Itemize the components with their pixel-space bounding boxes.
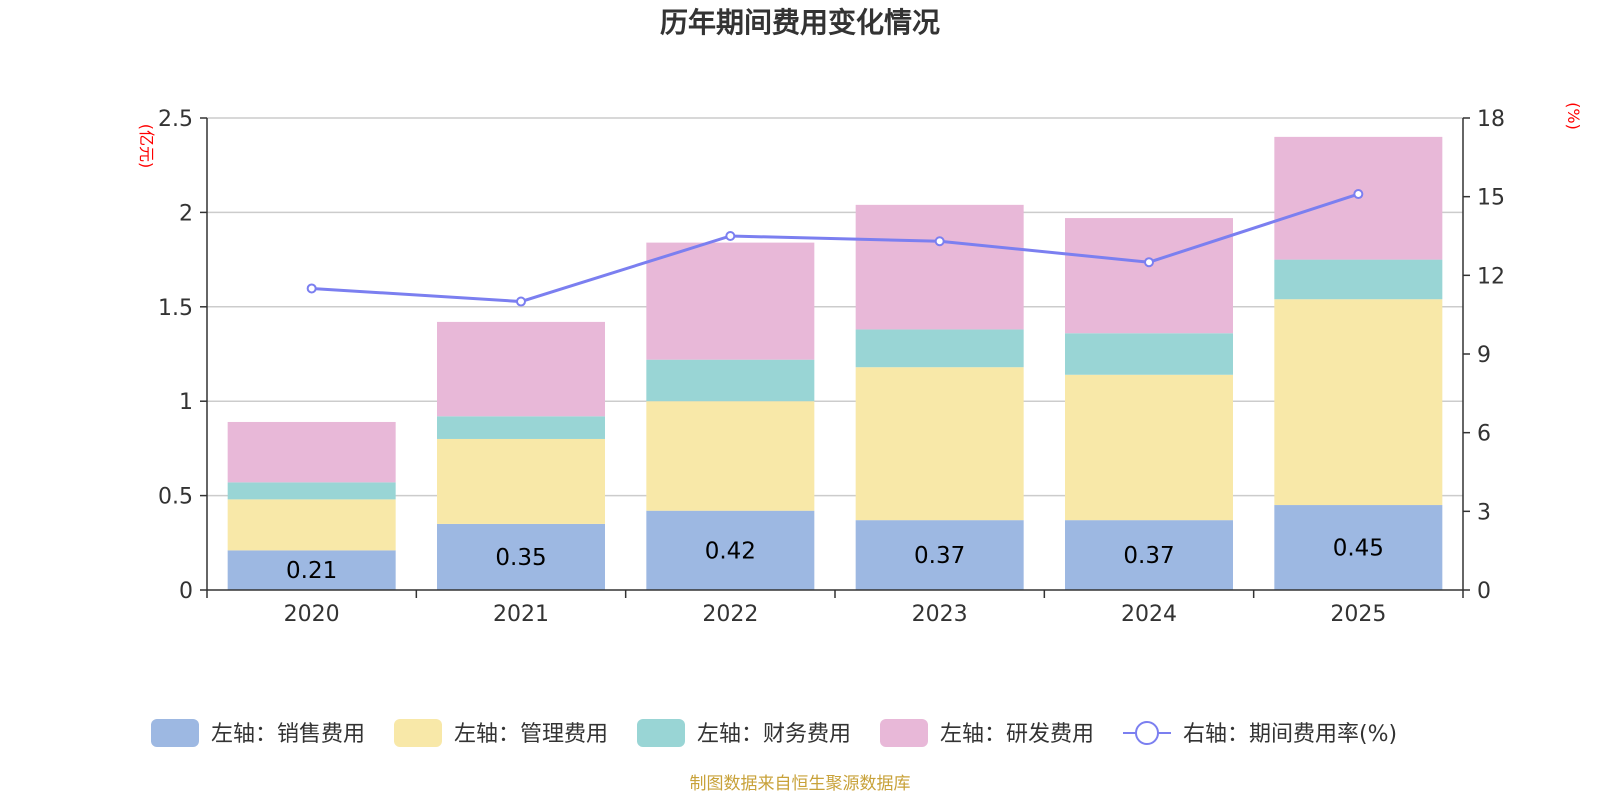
ratio-line-group — [306, 189, 1364, 307]
legend-label: 左轴：管理费用 — [454, 722, 608, 747]
bar-segment — [227, 550, 396, 590]
bar-value-label: 0.21 — [286, 558, 337, 584]
legend-line-marker — [1135, 721, 1159, 745]
legend: 左轴：销售费用 左轴：管理费用 左轴：财务费用 左轴：研发费用 右轴：期间费用率(%) — [151, 719, 1397, 747]
right-tick-label: 12 — [1477, 264, 1505, 289]
legend-swatch — [637, 719, 685, 747]
legend-label: 左轴：销售费用 — [211, 722, 365, 747]
right-tick-label: 6 — [1477, 422, 1491, 447]
bar-segment — [646, 510, 815, 590]
bar-segment — [1274, 299, 1443, 506]
legend-swatch — [394, 719, 442, 747]
right-tick-label: 9 — [1477, 343, 1491, 368]
bar-segment — [646, 359, 815, 402]
bar-segment — [437, 523, 605, 590]
left-tick-label: 1 — [179, 390, 193, 415]
ratio-point — [725, 231, 736, 241]
bars-group — [227, 136, 1443, 590]
right-tick-label: 15 — [1477, 186, 1505, 211]
ratio-line — [311, 192, 1359, 304]
bar-value-label: 0.37 — [914, 543, 965, 569]
bar-segment — [227, 482, 396, 500]
bar-segment — [1274, 505, 1443, 590]
left-tick-label: 2.5 — [158, 107, 193, 132]
legend-swatch — [151, 719, 199, 747]
bar-segment — [646, 401, 815, 511]
left-axis-unit: (亿元) — [137, 124, 156, 169]
x-tick-label: 2020 — [284, 602, 340, 627]
ratio-point — [1353, 189, 1364, 200]
x-tick-label: 2022 — [702, 602, 758, 627]
bar-segment — [1065, 333, 1233, 375]
left-tick-label: 0 — [179, 579, 193, 604]
legend-label: 左轴：财务费用 — [697, 722, 851, 747]
left-tick-label: 1.5 — [158, 296, 193, 321]
bar-value-label: 0.42 — [705, 538, 756, 564]
left-tick-label: 0.5 — [158, 485, 193, 510]
bar-segment — [437, 438, 605, 524]
bar-segment — [437, 416, 605, 439]
chart-title: 历年期间费用变化情况 — [660, 6, 940, 39]
bar-segment — [855, 367, 1024, 521]
bar-segment — [855, 204, 1024, 330]
axes-group: 0 0.5 1 1.5 2 2.5 0 3 6 9 12 15 18 2020 2021 2022 2023 20… — [158, 107, 1505, 627]
legend-swatch — [880, 719, 928, 747]
x-tick-label: 2021 — [493, 602, 549, 627]
x-tick-label: 2024 — [1121, 602, 1177, 627]
right-tick-label: 3 — [1477, 500, 1491, 525]
legend-label: 左轴：研发费用 — [940, 722, 1094, 747]
bar-segment — [855, 329, 1024, 368]
ratio-point — [516, 296, 526, 307]
ratio-point — [306, 283, 317, 294]
bar-segment — [1065, 218, 1233, 334]
grid-lines — [207, 117, 1463, 497]
right-axis-unit: (%) — [1564, 102, 1583, 130]
ratio-point — [1144, 257, 1154, 268]
x-tick-label: 2023 — [912, 602, 968, 627]
bar-labels-group: 0.21 0.35 0.42 0.37 0.37 0.45 — [286, 536, 1384, 585]
right-tick-label: 0 — [1477, 579, 1491, 604]
bar-value-label: 0.37 — [1123, 543, 1174, 569]
x-tick-label: 2025 — [1330, 602, 1386, 627]
bar-segment — [855, 520, 1024, 590]
right-tick-label: 18 — [1477, 107, 1505, 132]
legend-label: 右轴：期间费用率(%) — [1183, 722, 1397, 747]
left-tick-label: 2 — [179, 201, 193, 226]
bar-segment — [227, 499, 396, 551]
bar-value-label: 0.35 — [495, 545, 546, 571]
bar-segment — [227, 421, 396, 483]
bar-segment — [1065, 374, 1233, 521]
bar-segment — [1274, 259, 1443, 300]
source-note: 制图数据来自恒生聚源数据库 — [690, 774, 911, 794]
bar-segment — [646, 242, 815, 360]
ratio-point — [934, 236, 945, 247]
bar-segment — [437, 321, 605, 417]
bar-segment — [1065, 520, 1233, 590]
bar-value-label: 0.45 — [1333, 536, 1384, 562]
